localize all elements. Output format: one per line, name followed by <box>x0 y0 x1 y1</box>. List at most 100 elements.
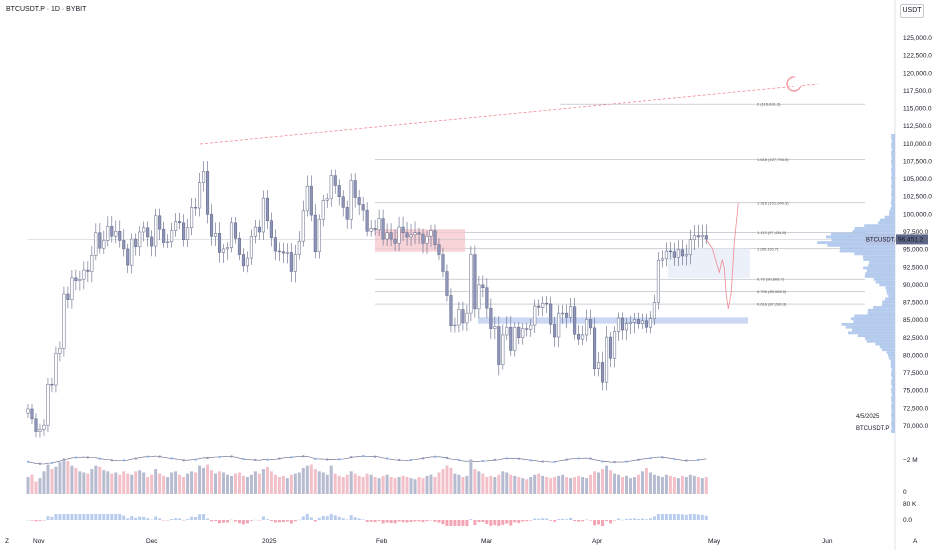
histogram-bar <box>74 514 78 520</box>
histogram-bar <box>537 518 541 520</box>
candle-body <box>46 384 50 426</box>
volume-profile-bar <box>891 150 895 154</box>
volume-profile-bar <box>891 204 895 208</box>
volume-bar <box>42 471 46 494</box>
histogram-bar <box>413 520 417 522</box>
volume-bar <box>389 477 393 494</box>
histogram-bar <box>257 520 261 521</box>
volume-bar <box>381 475 385 494</box>
volume-bar <box>585 478 589 494</box>
histogram-bar <box>369 520 373 522</box>
histogram-bar <box>293 520 297 522</box>
volume-profile-bar <box>891 190 895 194</box>
oscillator-dot <box>541 460 544 463</box>
volume-profile-bar <box>881 348 895 352</box>
volume-profile-bar <box>875 342 895 346</box>
volume-profile-bar <box>890 362 895 366</box>
volume-profile-bar <box>891 368 895 371</box>
histogram-bar <box>625 518 628 520</box>
volume-bar <box>138 470 142 494</box>
volume-profile-bar <box>882 300 895 304</box>
oscillator-dot <box>589 457 592 460</box>
candle-body <box>26 408 30 414</box>
volume-bar <box>74 467 78 494</box>
histogram-bar <box>577 520 581 522</box>
volume-bar <box>150 474 154 494</box>
histogram-bar <box>700 514 704 520</box>
histogram-bar <box>513 520 517 523</box>
candle-body <box>533 305 537 326</box>
candle-body <box>261 197 265 233</box>
oscillator-dot <box>254 459 257 462</box>
histogram-bar <box>477 520 481 523</box>
volume-bar <box>609 470 613 494</box>
volume-bar <box>409 478 413 494</box>
volume-bar <box>573 477 577 494</box>
histogram-bar <box>668 514 672 520</box>
price-tick-label: 75,000.0 <box>903 388 929 395</box>
currency-button[interactable]: USDT <box>900 4 924 18</box>
candle-body <box>277 250 281 253</box>
histogram-bar <box>178 518 182 520</box>
oscillator-dot <box>338 458 341 461</box>
candle-body <box>553 324 557 338</box>
candle-body <box>30 408 34 420</box>
candle-body <box>50 384 54 386</box>
volume-bar <box>166 477 170 494</box>
candle-body <box>313 214 317 252</box>
histogram-bar <box>313 520 317 522</box>
volume-profile-bar <box>864 337 895 340</box>
price-tick-label: 85,000.0 <box>903 317 929 324</box>
candle-body <box>178 221 182 224</box>
price-tick-label: 122,500.0 <box>903 53 932 60</box>
volume-profile-bar <box>891 413 895 417</box>
volume-bar <box>317 471 321 494</box>
candle-body <box>696 235 700 238</box>
candle-body <box>585 319 589 336</box>
price-tick-label: 102,500.0 <box>903 194 932 201</box>
oscillator-dot <box>266 458 269 461</box>
candle-body <box>150 236 154 247</box>
histogram-bar <box>680 514 684 520</box>
volume-profile-bar <box>891 145 895 149</box>
volume-bar <box>214 473 218 494</box>
volume-bar <box>102 470 106 494</box>
histogram-bar <box>481 520 485 523</box>
volume-bar <box>158 473 162 494</box>
fib-label: 0.618 (87,280.3) <box>757 302 787 307</box>
candle-body <box>676 249 680 258</box>
oscillator-dot <box>637 458 640 461</box>
volume-bar <box>110 473 114 494</box>
candle-body <box>114 231 118 237</box>
oscillator-dot <box>649 457 652 460</box>
volume-profile-bar <box>826 235 895 239</box>
volume-profile-bar <box>891 427 895 431</box>
candle-body <box>680 249 684 257</box>
histogram-bar <box>429 520 433 521</box>
volume-profile-bar <box>891 196 895 199</box>
time-tick-label: Nov <box>33 538 45 545</box>
volume-profile-bar <box>891 410 895 414</box>
volume-bar <box>341 477 345 494</box>
volume-profile-bar <box>891 370 895 374</box>
histogram-bar <box>245 520 249 524</box>
candle-body <box>273 237 277 252</box>
histogram-bar <box>222 520 226 523</box>
candle-body <box>78 278 82 281</box>
volume-bar <box>345 474 349 494</box>
volume-bar <box>652 474 656 494</box>
volume-bar <box>692 475 696 494</box>
volume-bar <box>545 477 549 494</box>
volume-bar <box>401 475 405 494</box>
histogram-bar <box>106 514 110 520</box>
volume-profile-bar <box>864 224 895 228</box>
volume-bar <box>94 465 98 494</box>
oscillator-dot <box>613 461 616 464</box>
volume-profile-bar <box>891 401 895 405</box>
histogram-bar <box>505 520 509 524</box>
price-tick-label: 70,000.0 <box>903 423 929 430</box>
volume-bar <box>465 475 469 494</box>
histogram-bar <box>692 514 696 520</box>
candle-body <box>684 254 688 257</box>
